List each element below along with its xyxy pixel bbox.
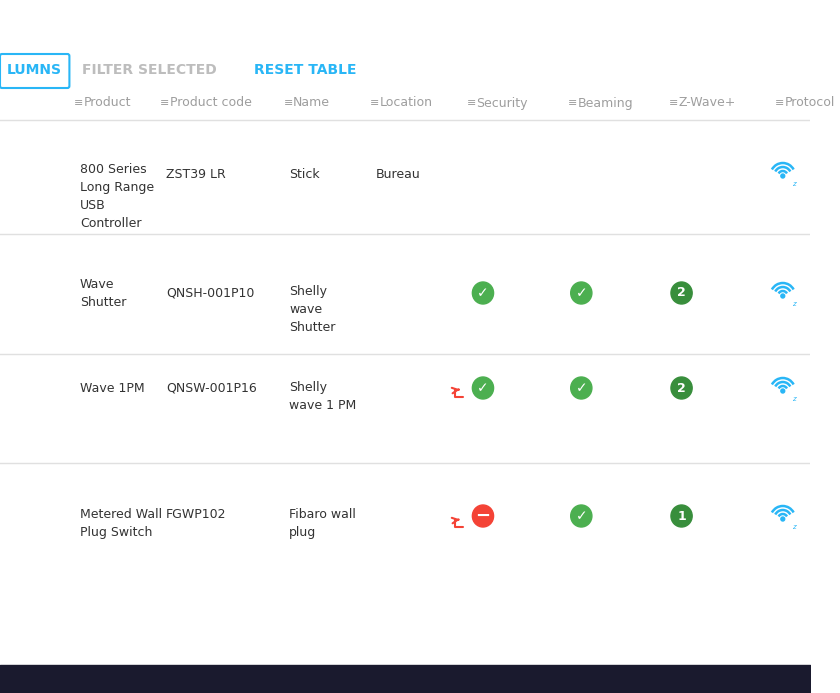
Text: 1: 1 — [677, 509, 686, 523]
Text: −: − — [475, 507, 491, 525]
Text: z: z — [791, 524, 795, 530]
Text: ✓: ✓ — [575, 286, 587, 300]
Text: z: z — [791, 301, 795, 307]
Text: Location: Location — [380, 96, 433, 109]
Text: ✓: ✓ — [477, 286, 489, 300]
Text: ✓: ✓ — [575, 381, 587, 395]
Text: ≡: ≡ — [160, 98, 170, 108]
FancyBboxPatch shape — [0, 54, 70, 88]
Text: z: z — [791, 396, 795, 402]
Circle shape — [671, 377, 692, 399]
Circle shape — [671, 282, 692, 304]
Text: 800 Series
Long Range
USB
Controller: 800 Series Long Range USB Controller — [80, 163, 154, 230]
Text: 2: 2 — [677, 382, 686, 394]
Circle shape — [472, 505, 494, 527]
Text: LUMNS: LUMNS — [8, 63, 62, 77]
Text: ≡: ≡ — [283, 98, 293, 108]
Circle shape — [781, 174, 785, 178]
Text: FILTER SELECTED: FILTER SELECTED — [82, 63, 217, 77]
Text: Bureau: Bureau — [376, 168, 421, 182]
Text: Stick: Stick — [289, 168, 320, 182]
Text: Wave
Shutter: Wave Shutter — [80, 278, 126, 309]
Text: ZST39 LR: ZST39 LR — [165, 168, 226, 182]
Text: QNSW-001P16: QNSW-001P16 — [165, 382, 256, 394]
Text: Security: Security — [476, 96, 528, 109]
Text: Shelly
wave 1 PM: Shelly wave 1 PM — [289, 381, 356, 412]
Text: Z-Wave+: Z-Wave+ — [679, 96, 736, 109]
Circle shape — [781, 389, 785, 393]
Text: FGWP102: FGWP102 — [165, 509, 226, 522]
Circle shape — [671, 505, 692, 527]
Text: ✓: ✓ — [575, 509, 587, 523]
Text: ≡: ≡ — [775, 98, 785, 108]
Text: z: z — [791, 181, 795, 187]
Text: Name: Name — [293, 96, 330, 109]
Text: Protocol: Protocol — [785, 96, 835, 109]
Text: Fibaro wall
plug: Fibaro wall plug — [289, 508, 356, 539]
Text: RESET TABLE: RESET TABLE — [255, 63, 357, 77]
Text: Wave 1PM: Wave 1PM — [80, 382, 144, 394]
Text: Beaming: Beaming — [577, 96, 633, 109]
Circle shape — [781, 517, 785, 521]
Text: QNSH-001P10: QNSH-001P10 — [165, 286, 255, 299]
Text: ≡: ≡ — [74, 98, 84, 108]
Circle shape — [570, 505, 592, 527]
Circle shape — [570, 282, 592, 304]
Text: ✓: ✓ — [477, 381, 489, 395]
Text: Product code: Product code — [170, 96, 251, 109]
Circle shape — [570, 377, 592, 399]
Circle shape — [472, 377, 494, 399]
Text: ≡: ≡ — [568, 98, 577, 108]
Text: ≡: ≡ — [466, 98, 476, 108]
Text: 2: 2 — [677, 286, 686, 299]
Text: Shelly
wave
Shutter: Shelly wave Shutter — [289, 285, 336, 334]
Circle shape — [781, 294, 785, 298]
Text: ≡: ≡ — [669, 98, 679, 108]
Circle shape — [472, 282, 494, 304]
Text: Product: Product — [84, 96, 131, 109]
Text: Metered Wall
Plug Switch: Metered Wall Plug Switch — [80, 508, 162, 539]
Text: ≡: ≡ — [370, 98, 380, 108]
